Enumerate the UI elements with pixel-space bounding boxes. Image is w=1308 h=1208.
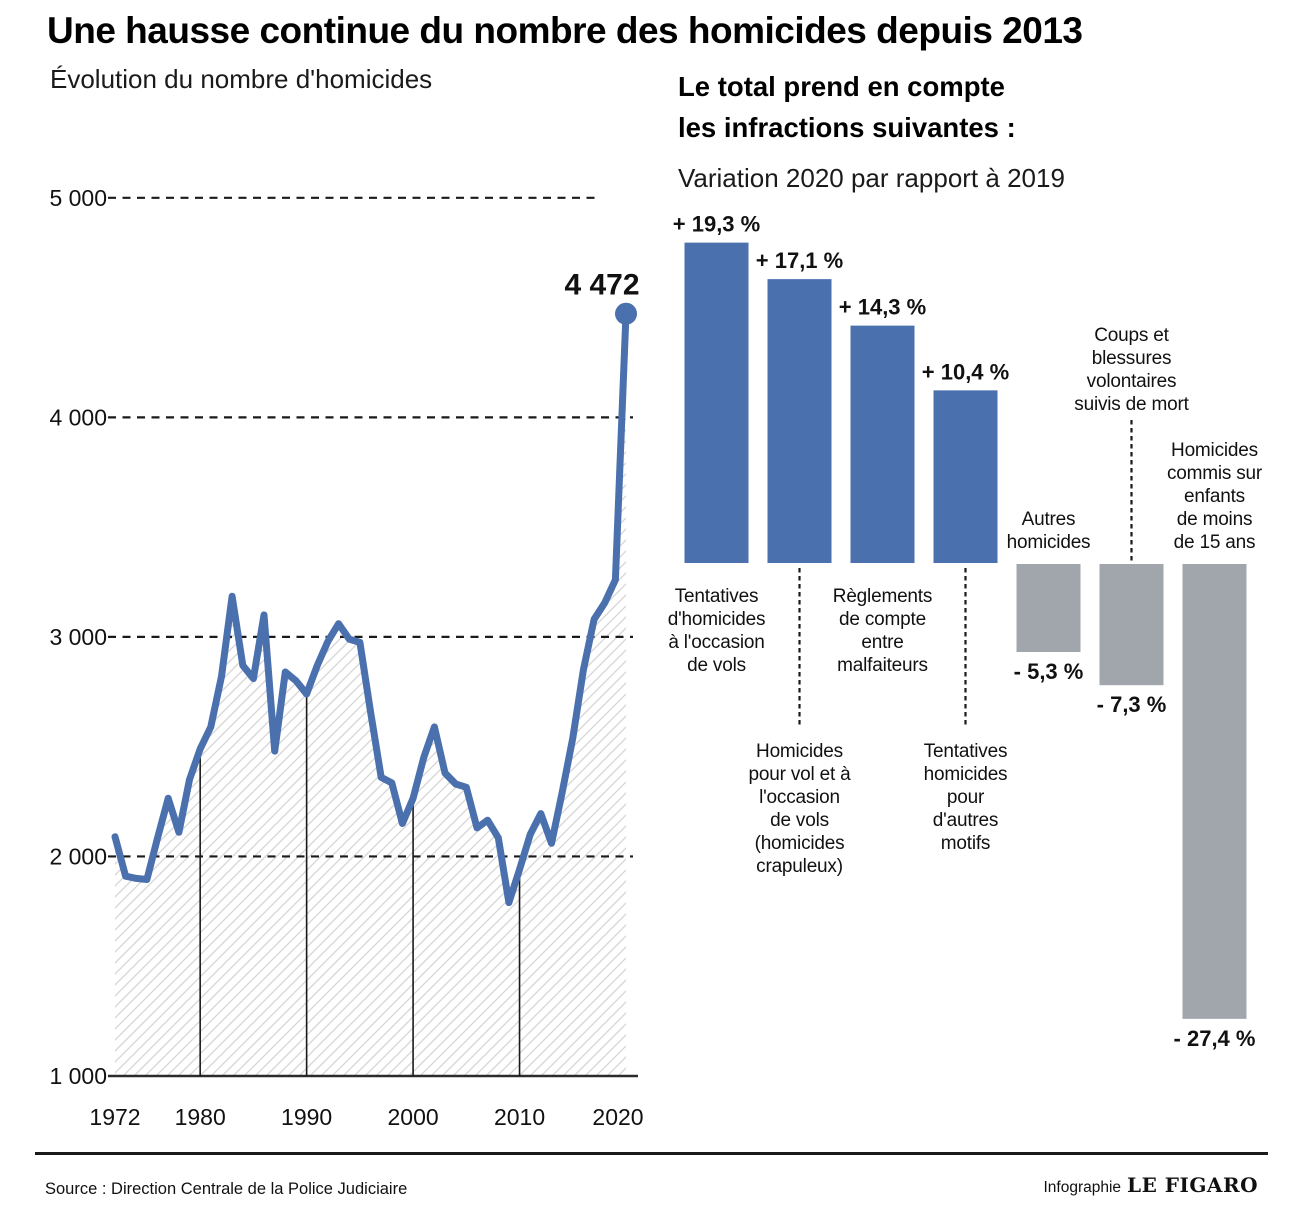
y-tick-label: 3 000 — [49, 624, 107, 650]
bar-category-label: Autres homicides — [1007, 509, 1091, 553]
x-tick-label: 2000 — [388, 1104, 439, 1130]
line-chart-area — [115, 313, 626, 1076]
bar-chart-heading: Le total prend en compte les infractions… — [678, 71, 1016, 143]
bar-1 — [684, 242, 749, 563]
y-tick-label: 5 000 — [49, 185, 107, 211]
bar-2 — [767, 279, 832, 563]
bar-value-label: + 17,1 % — [756, 248, 843, 273]
x-tick-label: 2020 — [592, 1104, 643, 1130]
bar-value-label: - 7,3 % — [1097, 692, 1167, 717]
bar-value-label: + 14,3 % — [839, 295, 926, 320]
footer-divider — [35, 1152, 1268, 1155]
y-tick-label: 1 000 — [49, 1063, 107, 1089]
bar-7 — [1182, 564, 1247, 1019]
page-title: Une hausse continue du nombre des homici… — [47, 10, 1083, 51]
endpoint-dot-2020 — [615, 302, 638, 325]
y-tick-label: 2 000 — [49, 843, 107, 869]
bar-category-label: Homicides commis sur enfants de moins de 15 … — [1167, 440, 1263, 553]
homicides-line-series — [111, 310, 630, 907]
bar-4 — [933, 390, 998, 563]
y-tick-label: 4 000 — [49, 404, 107, 430]
bar-value-label: + 19,3 % — [673, 212, 760, 237]
x-tick-label: 1990 — [281, 1104, 332, 1130]
bar-category-label: Tentatives homicides pour d'autres motifs — [924, 741, 1008, 854]
bar-3 — [850, 325, 915, 563]
source-text: Source : Direction Centrale de la Police… — [45, 1180, 408, 1198]
bar-category-label: Coups et blessures volontaires suivis de mo… — [1074, 325, 1189, 415]
x-tick-label: 1972 — [89, 1104, 140, 1130]
bar-value-label: - 5,3 % — [1014, 659, 1084, 684]
bar-6 — [1099, 564, 1164, 686]
bar-category-label: Homicides pour vol et à l'occasion de vols(… — [749, 741, 852, 877]
bar-value-label: - 27,4 % — [1174, 1026, 1256, 1051]
bar-5 — [1016, 564, 1081, 652]
endpoint-value-label: 4 472 — [564, 269, 639, 302]
x-tick-label: 2010 — [494, 1104, 545, 1130]
bar-category-label: Tentatives d'homicides à l'occasion de vols — [668, 586, 766, 676]
credit: Infographie LE FIGARO — [1043, 1173, 1258, 1197]
bar-category-label: Règlements de compte entre malfaiteurs — [833, 586, 932, 676]
x-tick-label: 1980 — [175, 1104, 226, 1130]
lefigaro-logo: LE FIGARO — [1127, 1173, 1258, 1197]
line-chart-title: Évolution du nombre d'homicides — [50, 64, 433, 94]
bar-chart-subtitle: Variation 2020 par rapport à 2019 — [678, 163, 1065, 193]
bar-value-label: + 10,4 % — [922, 359, 1009, 384]
credit-prefix: Infographie — [1043, 1179, 1122, 1196]
